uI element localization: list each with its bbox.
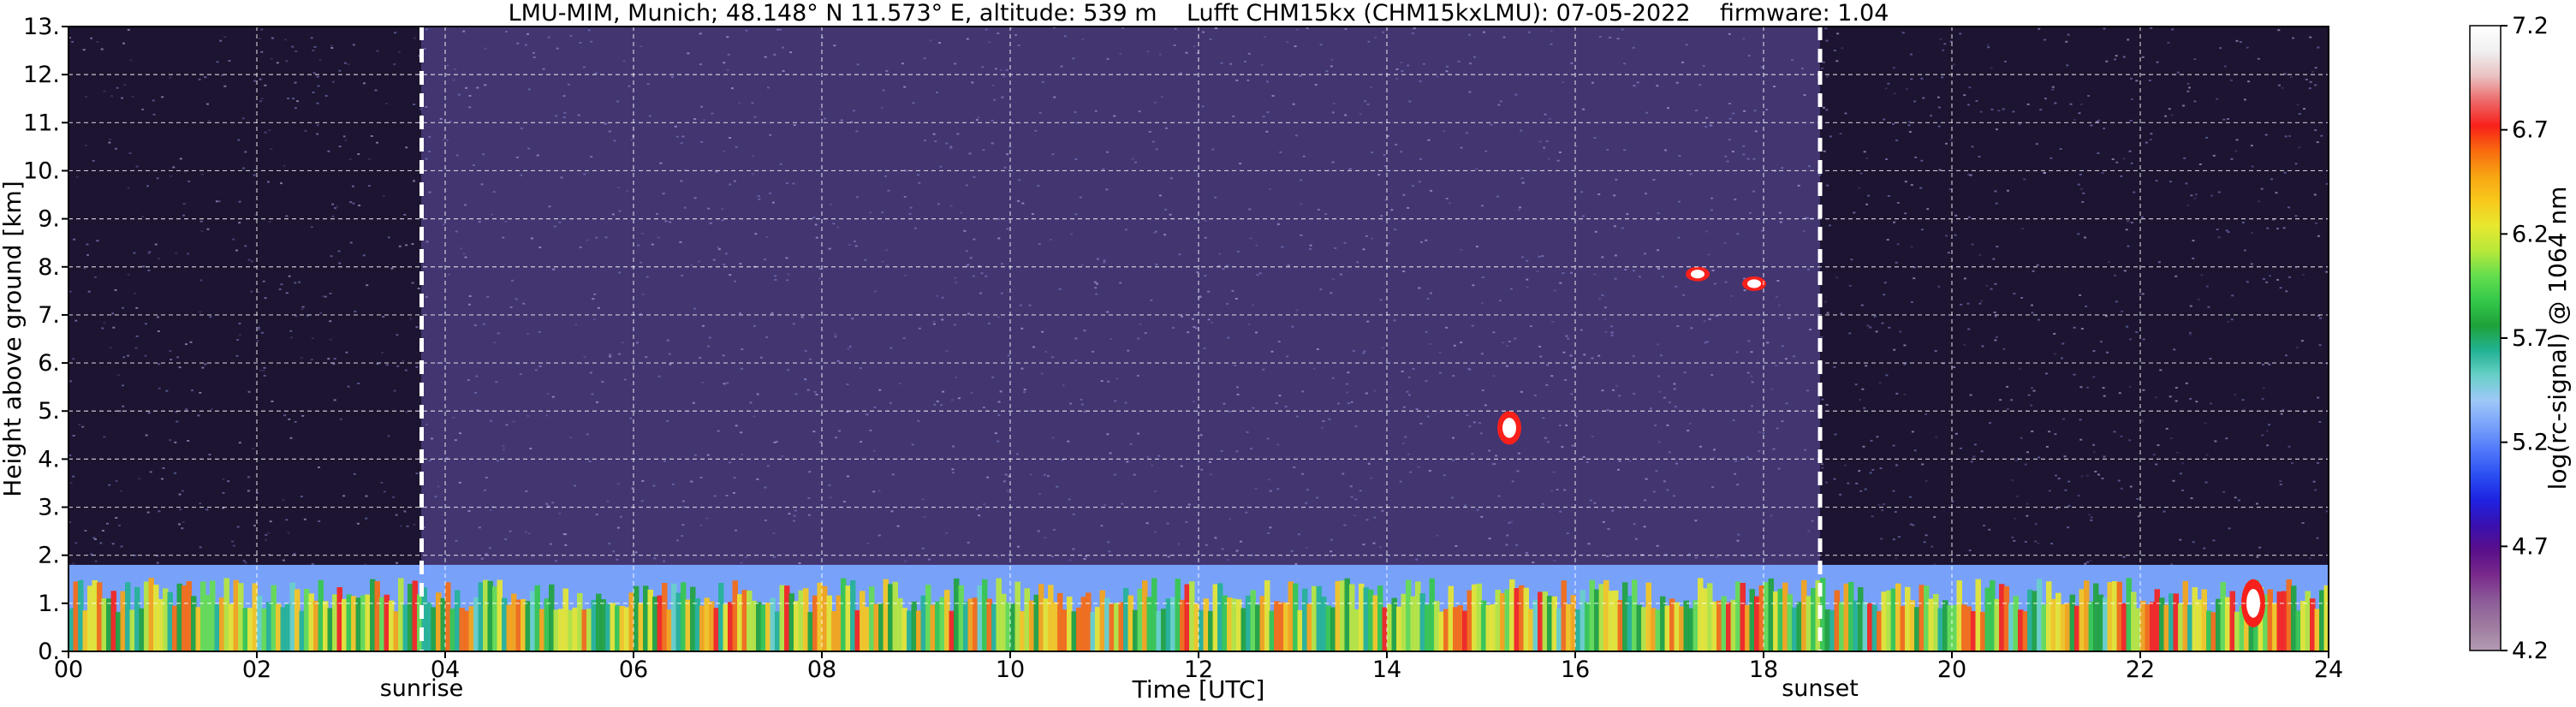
- plot-area: [68, 27, 2329, 651]
- x-tick-label: 06: [619, 656, 648, 683]
- x-tick-label: 12: [1184, 656, 1213, 683]
- y-tick-label: 10.: [23, 157, 60, 184]
- x-tick-label: 10: [996, 656, 1025, 683]
- x-tick-label: 18: [1749, 656, 1778, 683]
- y-tick-label: 3.: [38, 495, 60, 521]
- x-axis-title: Time [UTC]: [1132, 675, 1265, 704]
- x-tick-label: 16: [1561, 656, 1590, 683]
- colorbar: 4.2 4.7 5.2 5.7 6.2 6.7 7.2 log(rc-signal) @ 1…: [2469, 13, 2572, 664]
- colorbar-tick-label: 6.7: [2512, 117, 2549, 144]
- colorbar-tick-label: 6.2: [2512, 221, 2549, 247]
- y-tick-label: 13.: [23, 14, 60, 40]
- y-tick-label: 12.: [23, 62, 60, 88]
- y-tick-label: 0.: [38, 639, 60, 665]
- y-tick-label: 4.: [38, 446, 60, 472]
- y-axis-title: Height above ground [km]: [0, 181, 27, 497]
- colorbar-tick-label: 5.7: [2512, 325, 2549, 352]
- colorbar-tick-label: 5.2: [2512, 430, 2549, 456]
- y-axis: 0. 1. 2. 3. 4. 5. 6. 7. 8. 9. 10. 11. 12. 13.: [23, 14, 68, 665]
- y-tick-label: 7.: [38, 302, 60, 329]
- x-tick-label: 24: [2314, 656, 2343, 683]
- colorbar-ticks: 4.2 4.7 5.2 5.7 6.2 6.7 7.2: [2501, 13, 2549, 664]
- x-tick-label: 08: [807, 656, 836, 683]
- y-tick-label: 2.: [38, 543, 60, 569]
- y-tick-label: 5.: [38, 398, 60, 425]
- x-tick-label: 02: [242, 656, 271, 683]
- colorbar-tick-label: 4.2: [2512, 638, 2549, 664]
- x-tick-label: 00: [54, 656, 83, 683]
- sun-markers: [419, 27, 1823, 651]
- x-tick-label: 14: [1372, 656, 1401, 683]
- colorbar-label: log(rc-signal) @ 1064 nm: [2543, 187, 2572, 490]
- sunset-label: sunset: [1782, 675, 1859, 702]
- chart-title: LMU-MIM, Munich; 48.148° N 11.573° E, al…: [509, 0, 1889, 27]
- sunrise-label: sunrise: [380, 675, 464, 702]
- annotations: sunrise sunset: [380, 675, 1859, 702]
- y-tick-label: 8.: [38, 254, 60, 281]
- grid-lines: [68, 27, 2329, 651]
- x-tick-label: 20: [1937, 656, 1966, 683]
- x-axis: 00 02 04 06 08 10 12 14 16 18 20 22 24: [54, 651, 2343, 683]
- x-tick-label: 22: [2126, 656, 2155, 683]
- colorbar-tick-label: 4.7: [2512, 533, 2549, 560]
- colorbar-ramp: [2469, 25, 2502, 651]
- colorbar-tick-label: 7.2: [2512, 13, 2549, 39]
- night-sky-morning: [68, 27, 421, 651]
- y-tick-label: 6.: [38, 350, 60, 377]
- y-tick-label: 11.: [23, 110, 60, 136]
- y-tick-label: 1.: [38, 591, 60, 617]
- noise-layer: [68, 27, 2329, 566]
- y-tick-label: 9.: [38, 206, 60, 233]
- daytime-sky: [421, 27, 1820, 651]
- x-tick-label: 04: [431, 656, 460, 683]
- night-sky-evening: [1820, 27, 2329, 651]
